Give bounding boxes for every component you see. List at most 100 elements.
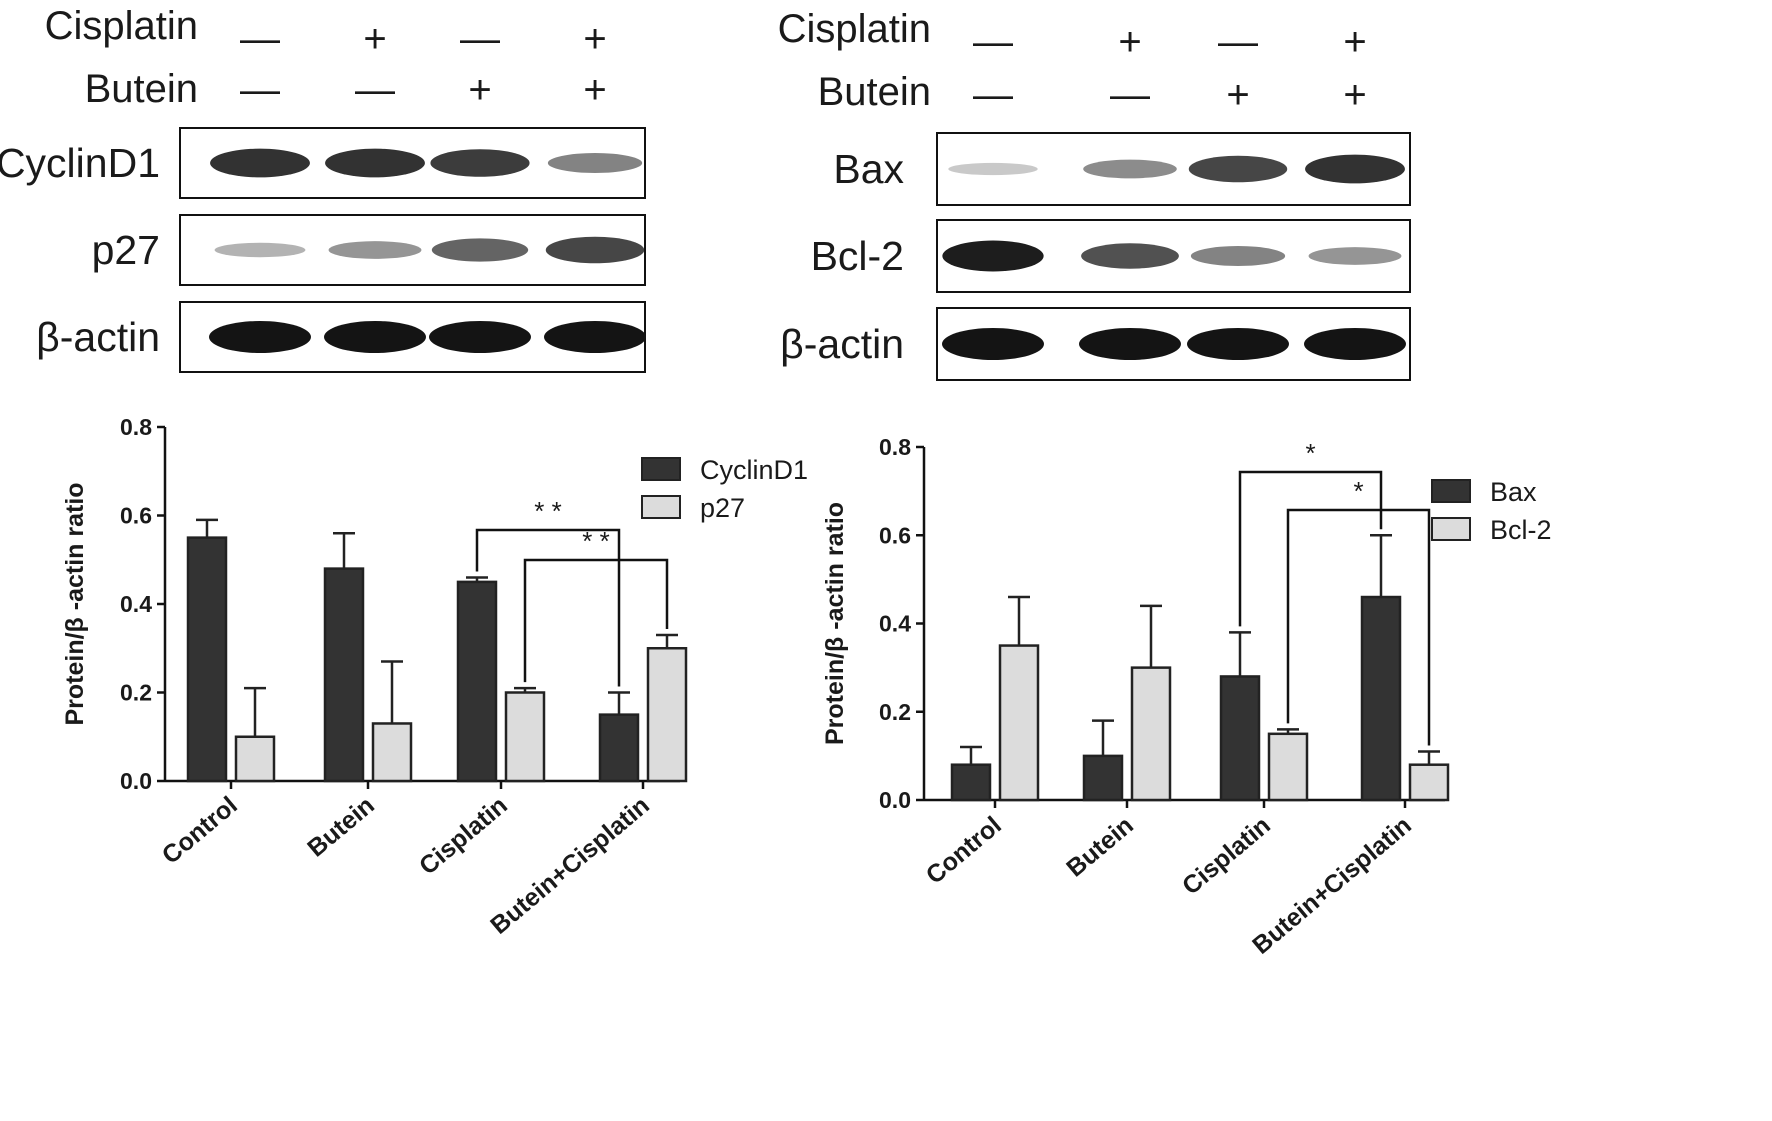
y-tick-label: 0.8 [879,434,911,460]
bar-Bax [1082,754,1124,802]
bar-p27 [646,647,688,783]
bar-CyclinD1 [456,580,498,783]
western-blot-panel-right: Cisplatin Butein — + — + — — + + Bax Bcl-2 β-actin [778,7,1411,381]
bar-Bax [1360,595,1402,802]
bar-Bcl-2 [1267,732,1309,802]
bar-CyclinD1 [598,713,640,783]
butein-sign: — [355,68,395,112]
protein-band [325,148,425,178]
x-category-label: Cisplatin [414,791,513,880]
legend-label: Bax [1490,477,1537,507]
protein-band [1083,159,1177,179]
legend-label: p27 [700,493,745,523]
legend-label: CyclinD1 [700,455,808,485]
y-tick-label: 0.8 [120,414,152,440]
significance-label: * * [534,496,561,526]
butein-sign: — [973,73,1013,117]
protein-band [942,240,1044,272]
protein-band [942,328,1044,360]
blot-row-label: β-actin [780,321,904,367]
x-category-label: Cisplatin [1177,811,1276,900]
western-blot-panel-left: Cisplatin Butein — + — + — — + + CyclinD1 p27 β-acti… [0,4,646,373]
legend-swatch [1431,517,1471,541]
legend-swatch [641,495,681,519]
protein-band [1304,328,1406,360]
protein-band [210,148,310,178]
protein-band [1188,155,1288,183]
cisplatin-sign: — [1218,20,1258,64]
protein-band [948,162,1038,176]
bar-Bcl-2 [1130,666,1172,802]
significance-bracket [523,558,669,683]
protein-band [1081,243,1179,269]
protein-band [1187,328,1289,360]
protein-band [545,236,645,264]
cisplatin-sign: + [363,17,386,61]
y-axis-label: Protein/β -actin ratio [821,502,849,745]
y-tick-label: 0.6 [120,503,152,529]
blot-row-label: CyclinD1 [0,140,160,186]
significance-bracket [1286,508,1431,746]
y-tick-label: 0.2 [879,699,911,725]
treatment-label-butein: Butein [818,70,931,114]
cisplatin-sign: — [240,17,280,61]
legend-label: Bcl-2 [1490,515,1552,545]
cisplatin-sign: — [973,20,1013,64]
cisplatin-sign: — [460,17,500,61]
cisplatin-sign: + [583,17,606,61]
y-tick-label: 0.6 [879,522,911,548]
bar-CyclinD1 [323,567,365,783]
blot-row-label: Bax [833,146,904,192]
protein-band [1079,328,1181,360]
protein-band [1305,154,1405,184]
y-tick-label: 0.0 [120,768,152,794]
bar-Bcl-2 [998,644,1040,802]
protein-band [209,321,311,353]
x-category-label: Control [921,811,1007,890]
butein-sign: + [1226,73,1249,117]
treatment-label-cisplatin: Cisplatin [45,4,198,48]
bar-CyclinD1 [186,536,228,783]
bar-Bax [1219,675,1261,802]
protein-band [328,241,422,259]
bar-Bcl-2 [1408,763,1450,802]
y-tick-label: 0.2 [120,680,152,706]
significance-label: * [1353,476,1363,506]
protein-band [547,153,643,173]
legend-swatch [1431,479,1471,503]
x-category-label: Butein [302,791,380,862]
bar-chart-right: 0.0 0.2 0.4 0.6 0.8 Protein/β -actin ratio Con… [821,434,1552,960]
bar-p27 [234,735,276,783]
blot-row-label: p27 [92,227,160,273]
butein-sign: + [468,68,491,112]
significance-bracket [1238,470,1383,627]
significance-label: * [1305,438,1315,468]
y-tick-label: 0.4 [120,591,152,617]
significance-bracket [475,528,621,687]
cisplatin-sign: + [1343,20,1366,64]
y-axis-label: Protein/β -actin ratio [61,482,89,725]
cisplatin-sign: + [1118,20,1141,64]
protein-band [1190,246,1286,266]
bar-p27 [371,722,413,783]
blot-row-label: β-actin [36,314,160,360]
treatment-label-butein: Butein [85,67,198,111]
butein-sign: + [583,68,606,112]
butein-sign: — [240,68,280,112]
protein-band [214,242,306,258]
treatment-label-cisplatin: Cisplatin [778,7,931,51]
butein-sign: — [1110,73,1150,117]
blot-row-label: Bcl-2 [811,233,904,279]
protein-band [544,321,646,353]
x-category-label: Control [157,791,243,870]
legend-swatch [641,457,681,481]
bar-p27 [504,691,546,783]
bar-chart-left: 0.0 0.2 0.4 0.6 0.8 Protein/β -actin ratio Con… [61,414,808,940]
y-tick-label: 0.0 [879,787,911,813]
protein-band [431,238,529,262]
protein-band [1308,247,1402,265]
x-category-label: Butein [1061,811,1139,882]
protein-band [429,321,531,353]
bar-Bax [950,763,992,802]
